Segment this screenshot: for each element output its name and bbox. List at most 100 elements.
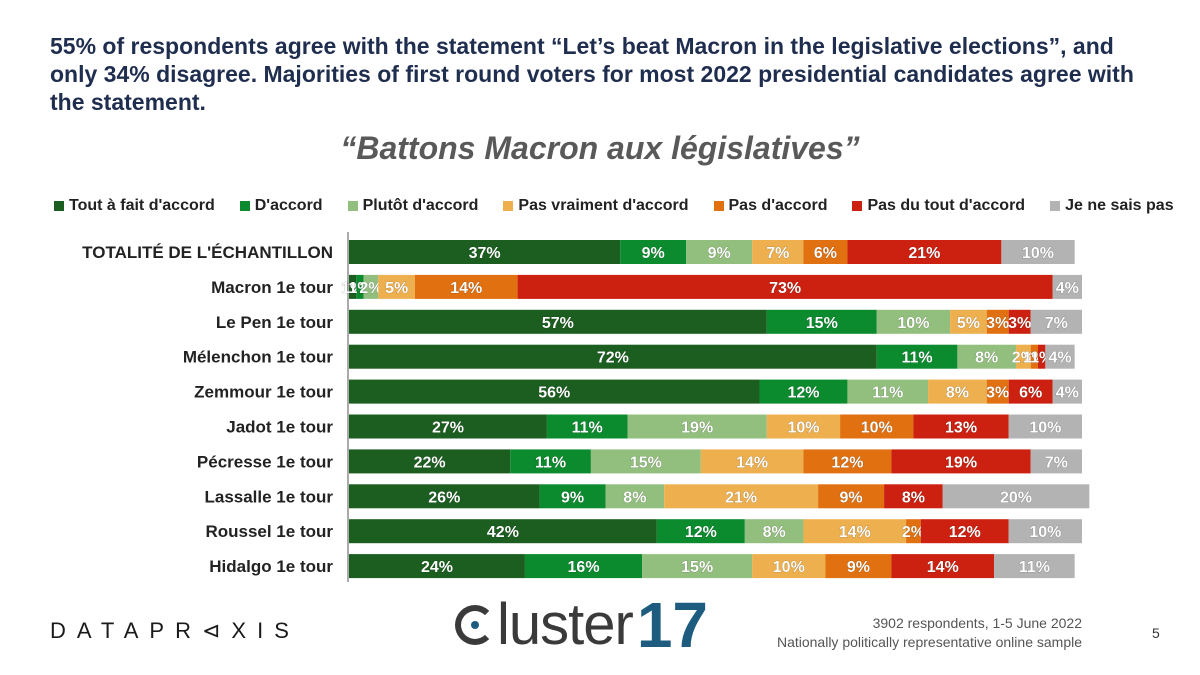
data-label: 21% [908, 245, 940, 262]
bar-segment [620, 240, 687, 264]
legend-label: Plutôt d'accord [362, 197, 479, 214]
data-label: 12% [787, 385, 819, 402]
data-label: 11% [872, 385, 903, 402]
data-label: 4% [1056, 280, 1079, 297]
bar-segment [950, 309, 987, 334]
source-note: 3902 respondents, 1-5 June 2022 National… [777, 614, 1082, 652]
legend-item: Je ne sais pas [1050, 197, 1174, 215]
bar-segment [363, 274, 379, 299]
headline: 55% of respondents agree with the statem… [50, 33, 1134, 115]
bar-segment [920, 519, 1009, 544]
bar-segment [803, 449, 892, 474]
legend-label: D'accord [254, 197, 323, 214]
data-label: 4% [1056, 385, 1079, 402]
data-label: 42% [487, 524, 519, 541]
bar-segment [517, 274, 1053, 299]
data-label: 73% [769, 280, 801, 297]
bar-segment [642, 554, 753, 579]
data-label: 11% [572, 420, 603, 437]
bar-segment [766, 309, 877, 334]
chart-title: “Battons Macron aux législatives” [340, 130, 860, 166]
source-line-2: Nationally politically representative on… [776, 634, 1082, 650]
bar-segment [1001, 240, 1075, 264]
bar-segment [349, 344, 877, 369]
bar-segment [766, 414, 841, 439]
bar-segment [349, 519, 657, 544]
data-label: 7% [766, 245, 789, 262]
bar-segment [1016, 344, 1031, 369]
data-label: 8% [902, 489, 925, 506]
data-label: 14% [736, 454, 768, 471]
bar-segment [349, 274, 357, 299]
data-label: 15% [630, 454, 662, 471]
bar-segment [752, 554, 826, 579]
cluster-c-icon [455, 605, 495, 645]
bar-segment [847, 240, 1002, 264]
data-label: 10% [897, 315, 929, 332]
bar-segment [906, 519, 921, 544]
data-label: 6% [1019, 385, 1042, 402]
data-label: 9% [561, 489, 584, 506]
data-label: 10% [861, 420, 893, 437]
data-label: 14% [839, 524, 871, 541]
bar-segment [1052, 379, 1082, 404]
legend-item: Plutôt d'accord [347, 197, 479, 215]
data-label: 5% [385, 280, 408, 297]
bar-segment [349, 240, 621, 264]
legend-swatch [239, 201, 250, 211]
cluster17-logo: luster 17 [455, 590, 708, 660]
legend-item: Pas d'accord [713, 197, 827, 215]
bar-segment [686, 240, 753, 264]
data-label: 2% [902, 524, 925, 541]
data-label: 10% [1022, 245, 1054, 262]
legend-label: Tout à fait d'accord [69, 197, 215, 214]
bar-segment [876, 309, 951, 334]
bar-segment [1008, 414, 1082, 439]
category-label: Lassalle 1e tour [204, 487, 333, 506]
legend-swatch [713, 201, 724, 211]
legend-label: Je ne sais pas [1065, 197, 1174, 214]
data-label: 7% [1045, 315, 1068, 332]
category-label: Jadot 1e tour [226, 418, 333, 437]
data-label: 21% [725, 489, 757, 506]
bar-segment [891, 554, 995, 579]
bar-segment [524, 554, 643, 579]
data-label: 9% [708, 245, 731, 262]
data-label: 15% [681, 559, 713, 576]
data-label: 3% [1008, 315, 1031, 332]
bar-segment [349, 379, 760, 404]
stacked-bar-chart: TOTALITÉ DE L'ÉCHANTILLON 37% 9% 9% 7% 6% 21% 1… [82, 232, 1090, 582]
legend-label: Pas vraiment d'accord [518, 197, 689, 214]
data-label: 56% [538, 385, 570, 402]
data-label: 12% [831, 454, 863, 471]
data-label: 19% [945, 454, 977, 471]
bar-segment [539, 484, 606, 509]
data-label: 8% [763, 524, 786, 541]
cluster-logo-number: 17 [636, 589, 709, 661]
legend-swatch [54, 201, 64, 211]
bar-segment [803, 519, 907, 544]
category-label: TOTALITÉ DE L'ÉCHANTILLON [82, 243, 333, 262]
bar-segment [1030, 344, 1039, 369]
category-label: Mélenchon 1e tour [183, 348, 334, 367]
data-label: 10% [1029, 524, 1061, 541]
bar-segment [378, 274, 415, 299]
data-label: 11% [1019, 559, 1050, 576]
bar-segment [818, 484, 885, 509]
data-label: 10% [787, 420, 819, 437]
bar-segment [840, 414, 914, 439]
cluster-logo-text: luster [497, 592, 634, 657]
bar-segment [1030, 449, 1082, 474]
bar-segment [752, 240, 804, 264]
data-label: 11% [535, 454, 566, 471]
bar-segment [656, 519, 745, 544]
data-label: 8% [946, 385, 969, 402]
legend-label: Pas du tout d'accord [867, 197, 1026, 214]
data-label: 3% [986, 315, 1009, 332]
bar-segment [744, 519, 804, 544]
legend-item: D'accord [239, 197, 323, 215]
data-label: 3% [986, 385, 1009, 402]
category-label: Zemmour 1e tour [194, 383, 333, 402]
data-label: 13% [945, 420, 977, 437]
bar-segment [994, 554, 1075, 579]
